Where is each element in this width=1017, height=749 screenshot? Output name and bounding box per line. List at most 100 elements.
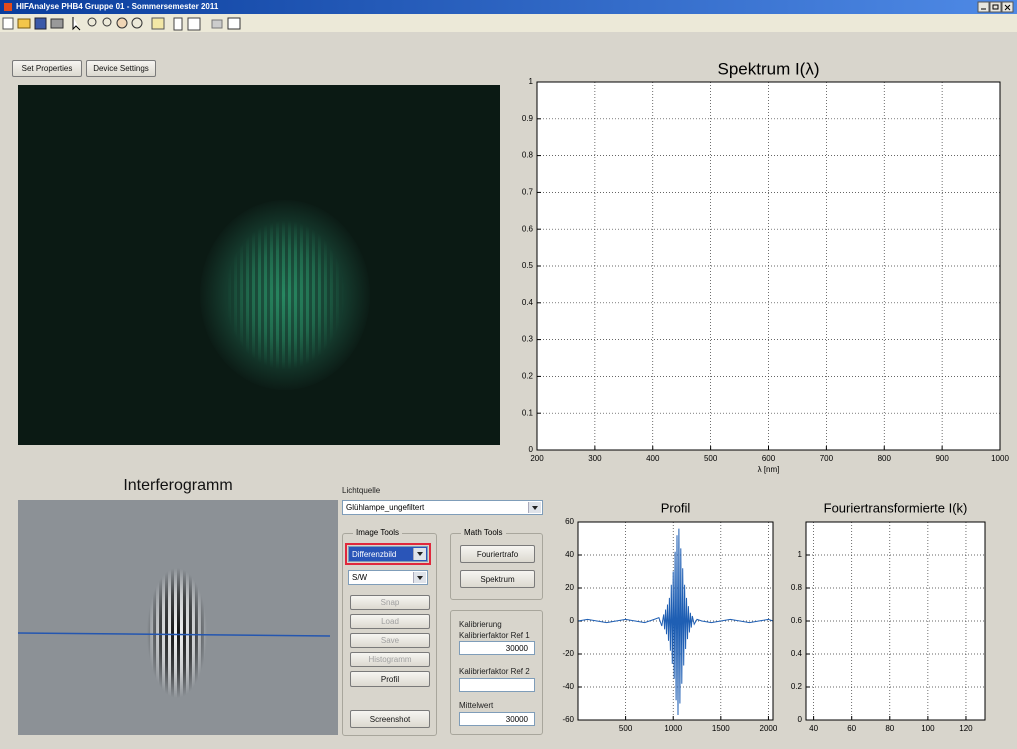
- tool-show[interactable]: [228, 18, 240, 29]
- tool-save[interactable]: [35, 18, 46, 29]
- x-tick-label: 300: [588, 454, 602, 463]
- dropdown-text: S/W: [352, 573, 367, 582]
- ref2-label: Kalibrierfaktor Ref 2: [459, 667, 530, 676]
- tool-datacursor[interactable]: [152, 18, 164, 29]
- camera-fringes: [220, 215, 350, 375]
- y-tick-label: 1: [798, 550, 803, 559]
- y-tick-label: -20: [562, 649, 574, 658]
- load-button[interactable]: Load: [350, 614, 430, 629]
- y-tick-label: 0.8: [522, 151, 534, 160]
- mean-field[interactable]: 30000: [459, 712, 535, 726]
- x-tick-label: 100: [921, 724, 935, 733]
- page: {"window": {"title": "HIFAnalyse PHB4 Gr…: [0, 0, 1017, 749]
- x-tick-label: 900: [935, 454, 949, 463]
- x-tick-label: 500: [619, 724, 633, 733]
- dropdown-arrow: [532, 506, 538, 510]
- y-tick-label: 0: [798, 715, 803, 724]
- y-tick-label: 0: [529, 445, 534, 454]
- dropdown-text: Glühlampe_ungefiltert: [346, 503, 424, 512]
- snap-button[interactable]: Snap: [350, 595, 430, 610]
- minimize[interactable]: [978, 2, 989, 12]
- y-tick-label: 0.4: [522, 298, 534, 307]
- y-tick-label: 0.9: [522, 114, 534, 123]
- fourier-button[interactable]: Fouriertrafo: [460, 545, 535, 563]
- group-title: Image Tools: [353, 528, 402, 537]
- x-tick-label: 1000: [991, 454, 1009, 463]
- y-tick-label: 20: [565, 583, 574, 592]
- toolbar[interactable]: [0, 14, 1017, 32]
- y-tick-label: 60: [565, 517, 574, 526]
- x-tick-label: 1000: [664, 724, 682, 733]
- x-tick-label: 800: [878, 454, 892, 463]
- profile-button[interactable]: Profil: [350, 671, 430, 687]
- chart-title: Fouriertransformierte I(k): [824, 500, 968, 515]
- x-tick-label: 200: [530, 454, 544, 463]
- interferogram-label: Interferogramm: [123, 477, 232, 494]
- color-mode-dropdown[interactable]: S/W: [348, 570, 428, 585]
- dropdown-arrow: [417, 576, 423, 580]
- y-tick-label: 0.8: [791, 583, 803, 592]
- x-tick-label: 400: [646, 454, 660, 463]
- device-settings-button[interactable]: Device Settings: [86, 60, 156, 77]
- y-tick-label: 0.2: [791, 682, 803, 691]
- y-tick-label: 0.5: [522, 261, 534, 270]
- maximize[interactable]: [990, 2, 1001, 12]
- window-title: HIFAnalyse PHB4 Gruppe 01 - Sommersemest…: [16, 2, 219, 11]
- histogram-button[interactable]: Histogramm: [350, 652, 430, 667]
- chart-title: Profil: [661, 500, 691, 515]
- chart: 200 300 400 500 600 700 800 900 1000 0 0.1 0.2 0.3 0.…: [522, 59, 1010, 474]
- group-title: Math Tools: [461, 528, 506, 537]
- x-tick-label: 2000: [760, 724, 778, 733]
- ref1-field[interactable]: 30000: [459, 641, 535, 655]
- y-tick-label: 0.2: [522, 372, 534, 381]
- group-title: Kalibrierung: [459, 620, 502, 629]
- tool-pan[interactable]: [117, 18, 127, 28]
- chart: 40 60 80 100 120 0 0.2 0.4 0.6 0.8 1 Fouriertransfo…: [791, 500, 985, 733]
- tool-legend[interactable]: [188, 18, 200, 30]
- app-icon: [4, 3, 12, 11]
- y-tick-label: 0.6: [791, 616, 803, 625]
- mode-dropdown[interactable]: Differenzbild: [348, 546, 428, 562]
- light-source-dropdown[interactable]: Glühlampe_ungefiltert: [342, 500, 543, 515]
- x-tick-label: 500: [704, 454, 718, 463]
- ref2-field[interactable]: [459, 678, 535, 692]
- window-buttons[interactable]: [978, 2, 1013, 12]
- x-tick-label: 120: [959, 724, 973, 733]
- set-properties-button[interactable]: Set Properties: [12, 60, 82, 77]
- y-tick-label: 0.1: [522, 408, 534, 417]
- x-tick-label: 60: [847, 724, 856, 733]
- tool-hide[interactable]: [212, 20, 222, 28]
- mean-label: Mittelwert: [459, 701, 493, 710]
- math-tools-group: Math Tools: [450, 533, 543, 600]
- tool-print[interactable]: [51, 19, 63, 28]
- y-tick-label: 0: [570, 616, 575, 625]
- x-tick-label: 600: [762, 454, 776, 463]
- tool-colorbar[interactable]: [174, 18, 182, 30]
- y-tick-label: 40: [565, 550, 574, 559]
- ref1-label: Kalibrierfaktor Ref 1: [459, 631, 530, 640]
- plot-area: [806, 522, 985, 720]
- dropdown-arrow: [417, 552, 423, 556]
- save-button[interactable]: Save: [350, 633, 430, 648]
- interferogram-image: [18, 500, 338, 735]
- chart-title: Spektrum I(λ): [717, 59, 819, 78]
- y-tick-label: -40: [562, 682, 574, 691]
- y-tick-label: 0.3: [522, 335, 534, 344]
- camera-image: [18, 85, 500, 445]
- tool-open[interactable]: [18, 19, 30, 28]
- screenshot-button[interactable]: Screenshot: [350, 710, 430, 728]
- x-tick-label: 80: [885, 724, 894, 733]
- spectrum-button[interactable]: Spektrum: [460, 570, 535, 588]
- light-source-label: Lichtquelle: [342, 486, 380, 495]
- y-tick-label: 0.7: [522, 188, 534, 197]
- y-tick-label: 0.4: [791, 649, 803, 658]
- x-tick-label: 1500: [712, 724, 730, 733]
- x-axis-label: λ [nm]: [758, 465, 780, 474]
- x-tick-label: 40: [809, 724, 818, 733]
- dropdown-text: Differenzbild: [352, 550, 396, 559]
- chart: 500 1000 1500 2000 -60 -40 -20 0 20 40 60 Profil: [562, 500, 777, 733]
- y-tick-label: -60: [562, 715, 574, 724]
- x-tick-label: 700: [820, 454, 834, 463]
- tool-new[interactable]: [3, 18, 13, 29]
- y-tick-label: 0.6: [522, 224, 534, 233]
